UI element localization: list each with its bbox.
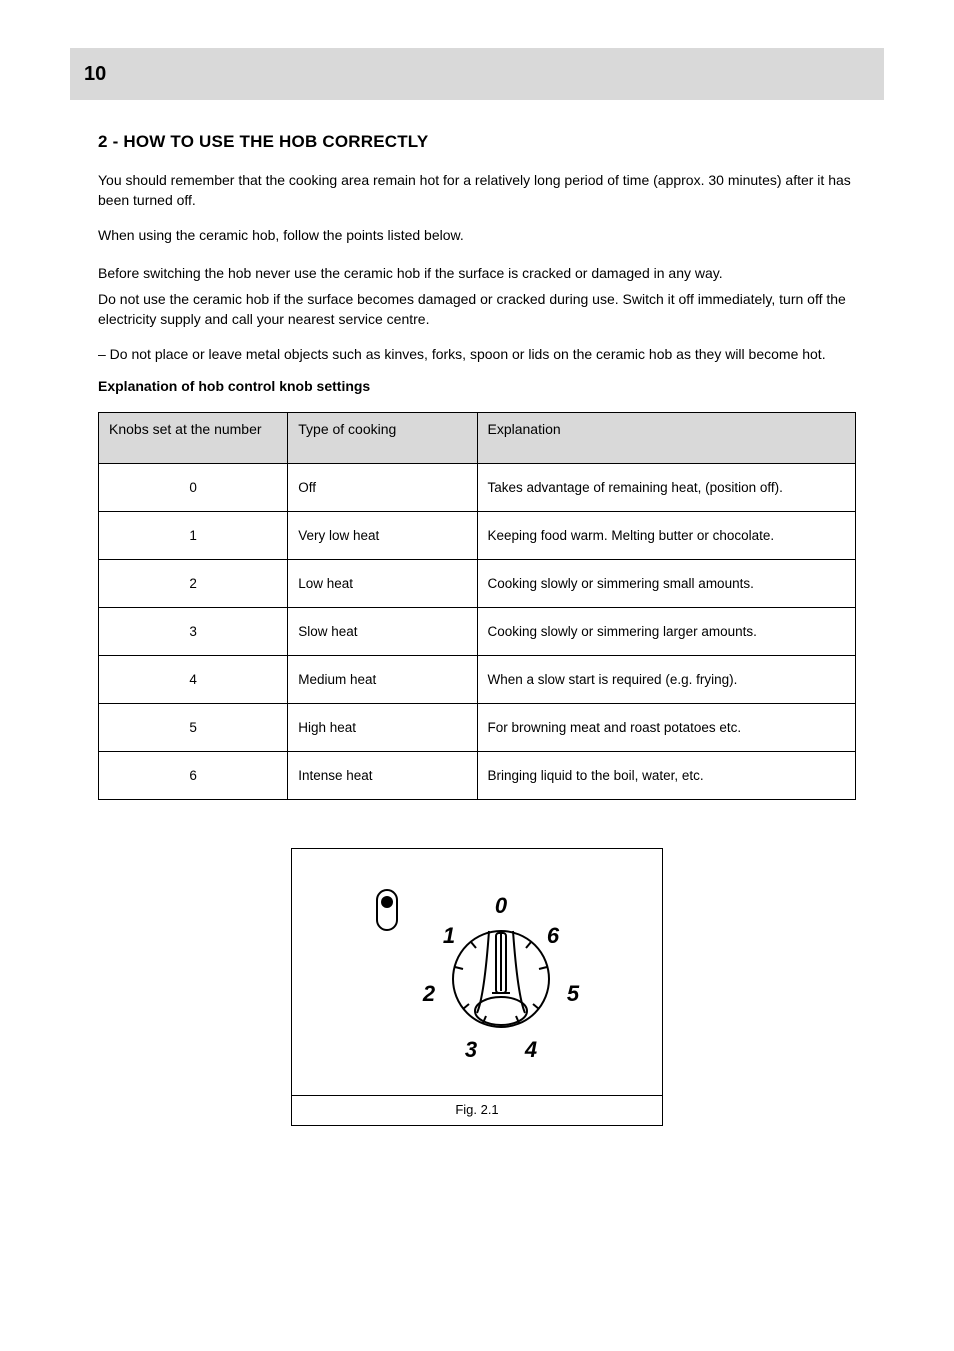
cell-type: Off <box>288 464 477 512</box>
cell-explanation: Cooking slowly or simmering larger amoun… <box>477 608 856 656</box>
intro-paragraph-1: You should remember that the cooking are… <box>98 170 856 211</box>
cell-knob: 2 <box>99 560 288 608</box>
cell-type: Very low heat <box>288 512 477 560</box>
cell-knob: 1 <box>99 512 288 560</box>
cell-type: Intense heat <box>288 752 477 800</box>
table-header-explanation: Explanation <box>477 413 856 464</box>
table-row: 6 Intense heat Bringing liquid to the bo… <box>99 752 856 800</box>
bullet-3: – Do not place or leave metal objects su… <box>98 344 856 364</box>
table-row: 5 High heat For browning meat and roast … <box>99 704 856 752</box>
table-subheading: Explanation of hob control knob settings <box>98 378 856 394</box>
knob-label-3: 3 <box>465 1037 477 1062</box>
cell-knob: 3 <box>99 608 288 656</box>
table-row: 1 Very low heat Keeping food warm. Melti… <box>99 512 856 560</box>
cell-type: Low heat <box>288 560 477 608</box>
hob-settings-table: Knobs set at the number Type of cooking … <box>98 412 856 800</box>
cell-knob: 6 <box>99 752 288 800</box>
intro-paragraph-2: When using the ceramic hob, follow the p… <box>98 225 856 245</box>
page-content: 2 - HOW TO USE THE HOB CORRECTLY You sho… <box>70 100 884 1126</box>
table-row: 0 Off Takes advantage of remaining heat,… <box>99 464 856 512</box>
cell-type: High heat <box>288 704 477 752</box>
cell-knob: 0 <box>99 464 288 512</box>
cell-explanation: Bringing liquid to the boil, water, etc. <box>477 752 856 800</box>
knob-label-6: 6 <box>547 923 560 948</box>
table-row: 2 Low heat Cooking slowly or simmering s… <box>99 560 856 608</box>
page-number: 10 <box>84 63 106 86</box>
cell-knob: 5 <box>99 704 288 752</box>
cell-type: Slow heat <box>288 608 477 656</box>
knob-label-1: 1 <box>443 923 455 948</box>
section-title: 2 - HOW TO USE THE HOB CORRECTLY <box>98 132 856 152</box>
knob-label-0: 0 <box>495 893 508 918</box>
cell-knob: 4 <box>99 656 288 704</box>
knob-label-2: 2 <box>422 981 436 1006</box>
cell-explanation: For browning meat and roast potatoes etc… <box>477 704 856 752</box>
table-header-row: Knobs set at the number Type of cooking … <box>99 413 856 464</box>
page-header-bar: 10 <box>70 48 884 100</box>
knob-diagram-icon: 0 1 2 3 4 5 6 <box>307 869 647 1079</box>
table-header-type: Type of cooking <box>288 413 477 464</box>
table-row: 4 Medium heat When a slow start is requi… <box>99 656 856 704</box>
figure-box: 0 1 2 3 4 5 6 <box>291 848 663 1126</box>
figure-container: 0 1 2 3 4 5 6 <box>98 848 856 1126</box>
cell-explanation: When a slow start is required (e.g. fryi… <box>477 656 856 704</box>
table-header-knob: Knobs set at the number <box>99 413 288 464</box>
bullet-2: Do not use the ceramic hob if the surfac… <box>98 289 856 330</box>
table-row: 3 Slow heat Cooking slowly or simmering … <box>99 608 856 656</box>
knob-label-4: 4 <box>524 1037 537 1062</box>
cell-type: Medium heat <box>288 656 477 704</box>
cell-explanation: Takes advantage of remaining heat, (posi… <box>477 464 856 512</box>
knob-label-5: 5 <box>567 981 580 1006</box>
cell-explanation: Keeping food warm. Melting butter or cho… <box>477 512 856 560</box>
cell-explanation: Cooking slowly or simmering small amount… <box>477 560 856 608</box>
bullet-1: Before switching the hob never use the c… <box>98 263 856 283</box>
figure-caption: Fig. 2.1 <box>292 1096 662 1125</box>
